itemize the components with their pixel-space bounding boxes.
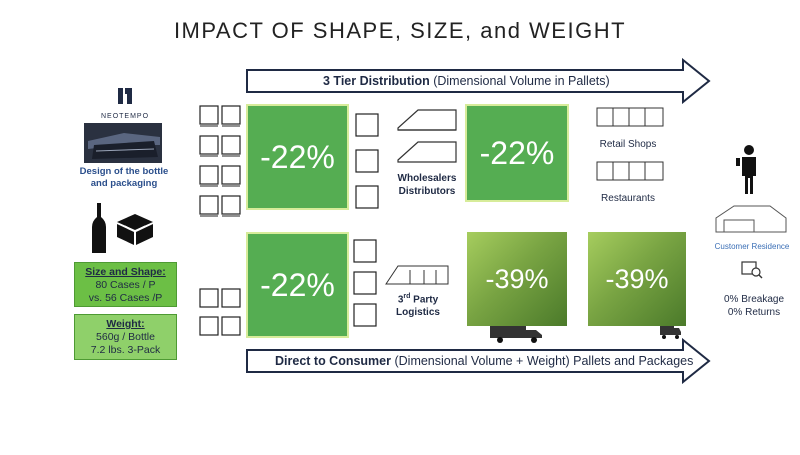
- brand-name: NEOTEMPO: [100, 113, 150, 120]
- truck-icon: [490, 326, 542, 343]
- bottom-reduction-box-2: -39%: [467, 232, 567, 326]
- house-icon: [715, 205, 787, 233]
- third-party-logistics-label: 3rd Party Logistics: [396, 293, 440, 319]
- pallets-stack-icon: [199, 105, 241, 217]
- warehouse-icon: [397, 109, 457, 163]
- top-reduction-box-2: -22%: [465, 104, 569, 202]
- weight-box: Weight: 560g / Bottle 7.2 lbs. 3-Pack: [74, 314, 177, 360]
- size-shape-box: Size and Shape: 80 Cases / P vs. 56 Case…: [74, 262, 177, 307]
- top-arrow-label: 3 Tier Distribution (Dimensional Volume …: [323, 74, 610, 88]
- brand-caption: Design of the bottle and packaging: [79, 166, 169, 189]
- restaurant-icon: [596, 161, 664, 181]
- pallets-column-lower-icon: [353, 239, 377, 327]
- bottle-icon: [92, 203, 106, 253]
- wholesalers-label: Wholesalers Distributors: [397, 173, 457, 197]
- person-icon: [736, 145, 756, 194]
- page-title: IMPACT OF SHAPE, SIZE, and WEIGHT: [173, 18, 627, 43]
- box-icon: [117, 214, 153, 245]
- top-distribution-arrow: [246, 58, 711, 104]
- bottom-arrow-label: Direct to Consumer (Dimensional Volume +…: [275, 354, 694, 368]
- customer-residence-label: Customer Residence: [714, 242, 790, 251]
- pallets-column-icon: [355, 113, 379, 209]
- breakage-label: 0% Breakage: [723, 294, 785, 305]
- bottom-reduction-box-1: -22%: [246, 232, 349, 338]
- top-reduction-box-1: -22%: [246, 104, 349, 210]
- logistics-warehouse-icon: [385, 265, 449, 285]
- bottom-reduction-box-3: -39%: [588, 232, 686, 326]
- restaurants-label: Restaurants: [601, 193, 655, 204]
- retail-shops-label: Retail Shops: [599, 139, 657, 150]
- pallets-stack-lower-icon: [199, 288, 241, 336]
- bottle-design-image-icon: [84, 123, 162, 163]
- returns-label: 0% Returns: [727, 307, 781, 318]
- bottom-distribution-arrow: [246, 338, 711, 384]
- package-search-icon: [741, 261, 763, 279]
- neotempo-logo-icon: [118, 88, 132, 104]
- delivery-van-icon: [660, 326, 681, 339]
- retail-shop-icon: [596, 107, 664, 127]
